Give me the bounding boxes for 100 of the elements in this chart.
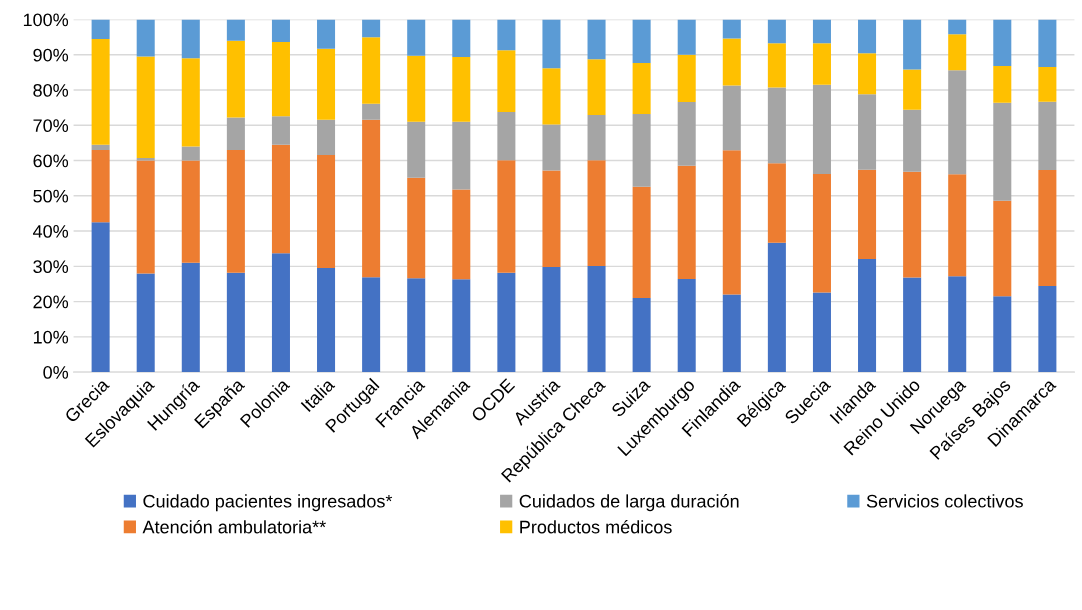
bar (91, 149, 110, 223)
bar (858, 258, 877, 373)
bar (407, 121, 426, 178)
bar (632, 62, 651, 115)
bar (993, 296, 1012, 373)
bar (497, 50, 516, 112)
bar (317, 268, 336, 373)
bar (767, 242, 786, 373)
bar (993, 102, 1012, 201)
bar (948, 174, 967, 277)
bar (948, 276, 967, 373)
bar (91, 19, 110, 39)
bar (452, 56, 471, 122)
bar (136, 158, 155, 161)
bar (497, 160, 516, 273)
bar (722, 150, 741, 295)
bar (587, 160, 606, 266)
bar (858, 94, 877, 170)
bar (722, 38, 741, 86)
bar (362, 277, 381, 373)
bar (497, 272, 516, 373)
bar (226, 149, 245, 273)
bar (767, 163, 786, 243)
bar (226, 19, 245, 41)
bar (271, 144, 290, 254)
y-tick-label: 90% (33, 48, 69, 62)
y-tick-label: 80% (33, 83, 69, 97)
bar (587, 59, 606, 116)
bar (362, 119, 381, 278)
bar (317, 48, 336, 120)
bar (91, 222, 110, 373)
bar (497, 19, 516, 51)
bar (858, 53, 877, 95)
bar (181, 160, 200, 263)
bar (767, 43, 786, 88)
bar (1038, 286, 1057, 373)
bar (271, 19, 290, 43)
legend-label: Productos médicos (520, 519, 672, 534)
bar (181, 262, 200, 373)
bar (136, 56, 155, 159)
bar (362, 37, 381, 104)
bar (632, 19, 651, 63)
bar (271, 42, 290, 117)
bar (542, 124, 561, 171)
y-tick-label: 40% (32, 225, 69, 238)
bar (407, 278, 426, 373)
y-tick-label: 10% (33, 330, 69, 344)
legend-label: Atención ambulatoria** (142, 519, 326, 534)
bar (812, 173, 831, 293)
bar (91, 144, 110, 150)
bar (722, 85, 741, 151)
bar (812, 84, 831, 174)
bar (587, 19, 606, 60)
bar (497, 111, 516, 161)
bar (677, 19, 696, 55)
bar (767, 19, 786, 44)
bar (858, 19, 877, 54)
bar (407, 55, 426, 122)
bar (677, 165, 696, 280)
bar (948, 70, 967, 175)
bar (677, 279, 696, 373)
bar (903, 19, 922, 70)
bar (903, 69, 922, 110)
bar (632, 186, 651, 299)
bar (452, 19, 471, 57)
bar (903, 277, 922, 373)
bar (858, 169, 877, 259)
bar (632, 298, 651, 373)
bar (722, 294, 741, 373)
bar (226, 272, 245, 373)
bar (677, 54, 696, 103)
bar (542, 19, 561, 69)
bar (1038, 19, 1057, 68)
bar (677, 102, 696, 166)
bar (1038, 67, 1057, 102)
y-tick-label: 50% (33, 189, 69, 203)
bar (452, 121, 471, 190)
bar (812, 43, 831, 85)
legend-label: Cuidado pacientes ingresados* (143, 494, 393, 512)
bar (587, 265, 606, 373)
bar (812, 19, 831, 44)
bar (1038, 101, 1057, 171)
bar (903, 171, 922, 278)
bar (407, 19, 426, 56)
bar (136, 273, 155, 373)
bar (136, 19, 155, 57)
bar (767, 87, 786, 164)
bar (903, 109, 922, 172)
bar (948, 34, 967, 71)
y-tick-label: 70% (33, 119, 69, 133)
legend-label: Servicios colectivos (866, 494, 1023, 508)
bar (362, 19, 381, 38)
y-tick-label: 0% (43, 366, 69, 379)
bar (993, 19, 1012, 67)
bar (993, 200, 1012, 297)
bar (407, 177, 426, 279)
bar (542, 170, 561, 268)
bar (226, 117, 245, 150)
bar (1038, 170, 1057, 287)
bar (452, 279, 471, 373)
